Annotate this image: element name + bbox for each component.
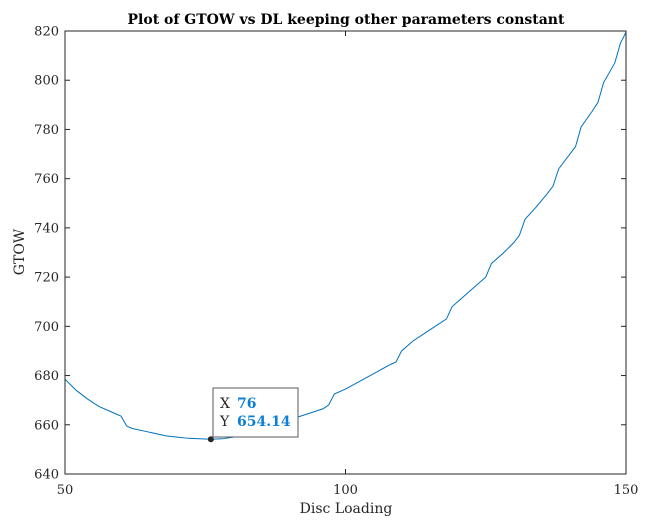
datatip-box bbox=[212, 387, 299, 438]
y-tick-label: 660 bbox=[34, 418, 59, 433]
y-tick-label: 640 bbox=[34, 468, 59, 483]
chart-title: Plot of GTOW vs DL keeping other paramet… bbox=[128, 12, 565, 28]
y-tick-label: 700 bbox=[34, 320, 59, 335]
plot-area[interactable] bbox=[65, 31, 626, 474]
x-tick-label: 100 bbox=[333, 483, 358, 498]
x-tick-label: 50 bbox=[57, 483, 74, 498]
x-tick-label: 150 bbox=[614, 483, 639, 498]
datatip-y-key: Y bbox=[219, 414, 230, 430]
y-tick-label: 800 bbox=[34, 74, 59, 89]
tick-labels: 50 100 150 640 660 680 700 720 740 760 780 800 820 bbox=[34, 25, 638, 499]
datatip[interactable]: X 76 Y 654.14 bbox=[212, 387, 299, 438]
y-axis-label: GTOW bbox=[12, 228, 28, 275]
datatip-y-value: 654.14 bbox=[237, 414, 291, 430]
series-line bbox=[64, 32, 627, 440]
y-tick-label: 820 bbox=[34, 25, 59, 40]
y-tick-label: 740 bbox=[34, 221, 59, 236]
datatip-marker[interactable] bbox=[207, 436, 214, 443]
y-tick-label: 720 bbox=[34, 271, 59, 286]
y-tick-label: 780 bbox=[34, 123, 59, 138]
y-tick-label: 680 bbox=[34, 369, 59, 384]
x-axis-label: Disc Loading bbox=[300, 501, 393, 517]
y-tick-label: 760 bbox=[34, 172, 59, 187]
datatip-x-key: X bbox=[220, 396, 230, 412]
axes-box bbox=[64, 30, 627, 475]
datatip-x-value: 76 bbox=[237, 396, 256, 412]
